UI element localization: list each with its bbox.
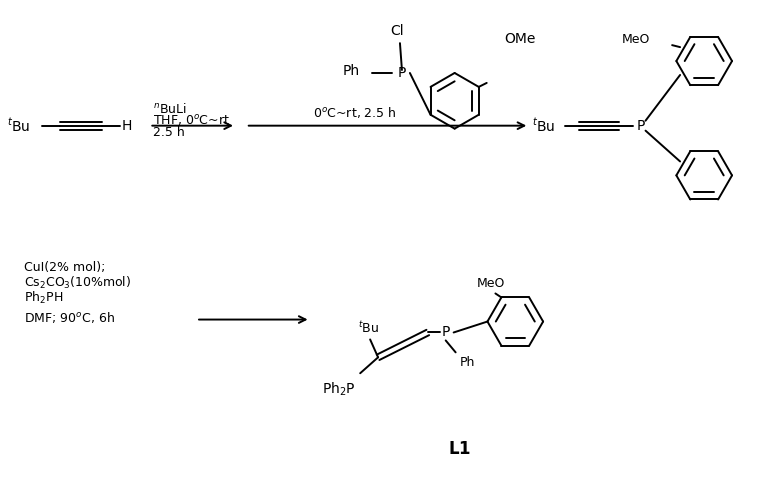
Text: Ph: Ph	[459, 356, 475, 369]
Text: Cs$_2$CO$_3$(10%mol): Cs$_2$CO$_3$(10%mol)	[24, 275, 132, 291]
Text: MeO: MeO	[622, 33, 650, 45]
Text: $^n$BuLi: $^n$BuLi	[154, 102, 187, 116]
Text: THF, 0$^o$C~rt: THF, 0$^o$C~rt	[154, 113, 230, 128]
Text: P: P	[397, 66, 406, 80]
Text: DMF; 90$^o$C, 6h: DMF; 90$^o$C, 6h	[24, 310, 115, 325]
Text: $^t$Bu: $^t$Bu	[532, 117, 556, 135]
Text: 2.5 h: 2.5 h	[154, 126, 185, 139]
Text: Cl: Cl	[390, 24, 404, 38]
Text: OMe: OMe	[505, 32, 536, 46]
Text: 0$^o$C~rt, 2.5 h: 0$^o$C~rt, 2.5 h	[314, 105, 397, 120]
Text: $^t$Bu: $^t$Bu	[7, 117, 31, 135]
Text: P: P	[441, 325, 450, 339]
Text: P: P	[637, 119, 644, 133]
Text: $\mathbf{L1}$: $\mathbf{L1}$	[448, 440, 471, 458]
Text: H: H	[122, 119, 132, 133]
Text: CuI(2% mol);: CuI(2% mol);	[24, 261, 106, 274]
Text: Ph$_2$P: Ph$_2$P	[322, 380, 356, 398]
Text: MeO: MeO	[477, 277, 506, 290]
Text: $^t$Bu: $^t$Bu	[358, 320, 379, 335]
Text: Ph: Ph	[343, 64, 360, 78]
Text: Ph$_2$PH: Ph$_2$PH	[24, 289, 64, 306]
